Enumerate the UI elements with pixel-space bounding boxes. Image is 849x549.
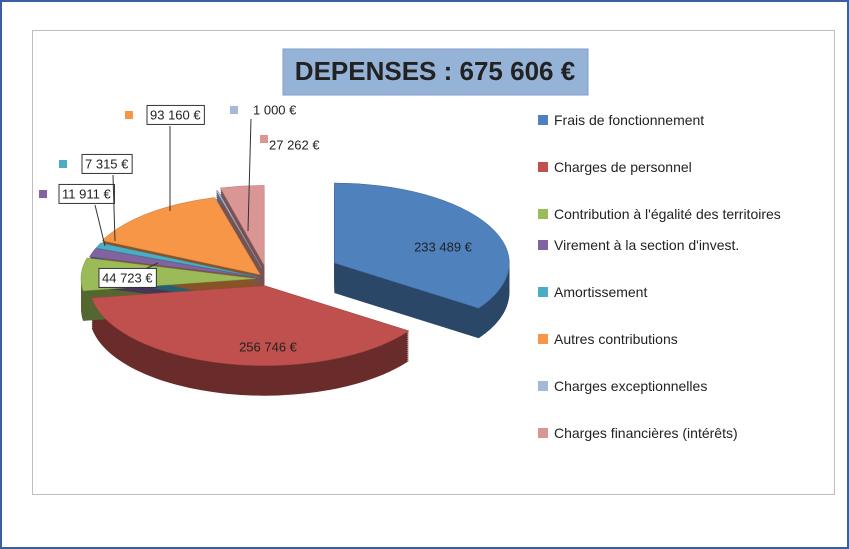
legend-label: Charges financières (intérêts) — [554, 425, 738, 441]
label-box — [58, 183, 115, 204]
label-key — [82, 274, 90, 282]
label-box — [98, 267, 157, 288]
legend-item: Charges de personnel — [538, 158, 788, 177]
legend-label: Contribution à l'égalité des territoires — [554, 206, 781, 222]
label-key — [39, 190, 47, 198]
data-label: 7 315 € — [85, 156, 129, 171]
legend-swatch — [538, 115, 548, 125]
legend-swatch — [538, 381, 548, 391]
label-box — [81, 153, 133, 174]
legend-label: Virement à la section d'invest. — [554, 237, 740, 253]
data-label: 44 723 € — [102, 270, 153, 285]
chart-area: DEPENSES : 675 606 € 233 489 € 256 746 € 4… — [32, 30, 835, 495]
label-key — [125, 111, 133, 119]
legend-item: Contribution à l'égalité des territoires — [538, 205, 788, 224]
data-label: 93 160 € — [150, 107, 201, 122]
chart-title: DEPENSES : 675 606 € — [295, 56, 575, 86]
chart: DEPENSES : 675 606 € 233 489 € 256 746 € 4… — [39, 48, 589, 396]
label-key — [59, 160, 67, 168]
legend: Frais de fonctionnement Charges de person… — [538, 111, 788, 443]
label-key — [230, 106, 238, 114]
legend-item: Autres contributions — [538, 330, 788, 349]
label-box — [146, 104, 205, 125]
title-box — [282, 48, 589, 96]
legend-swatch — [538, 240, 548, 250]
slice — [95, 242, 259, 278]
slice — [101, 197, 261, 276]
label-key — [260, 135, 268, 143]
legend-item: Virement à la section d'invest. — [538, 236, 788, 255]
legend-label: Charges de personnel — [554, 159, 692, 175]
slice — [91, 285, 410, 366]
legend-label: Frais de fonctionnement — [554, 112, 705, 128]
legend-label: Autres contributions — [554, 331, 678, 347]
slice — [215, 190, 262, 269]
legend-item: Charges exceptionnelles — [538, 377, 788, 396]
leader-line — [112, 174, 116, 242]
data-label: 233 489 € — [414, 239, 473, 254]
legend-swatch — [538, 287, 548, 297]
legend-swatch — [538, 209, 548, 219]
legend-swatch — [538, 428, 548, 438]
legend-label: Amortissement — [554, 284, 648, 300]
legend-item: Charges financières (intérêts) — [538, 424, 788, 443]
legend-swatch — [538, 334, 548, 344]
slice — [334, 182, 510, 309]
pie — [80, 182, 510, 396]
data-label: 27 262 € — [269, 137, 320, 152]
data-label: 11 911 € — [62, 186, 111, 201]
leader-line — [247, 118, 252, 232]
leader-line — [94, 204, 106, 247]
data-label: 256 746 € — [239, 339, 298, 354]
data-label: 1 000 € — [253, 102, 297, 117]
slice — [89, 248, 259, 278]
slice — [219, 185, 265, 267]
legend-item: Amortissement — [538, 283, 788, 302]
legend-item: Frais de fonctionnement — [538, 111, 788, 130]
legend-label: Charges exceptionnelles — [554, 378, 708, 394]
legend-swatch — [538, 162, 548, 172]
